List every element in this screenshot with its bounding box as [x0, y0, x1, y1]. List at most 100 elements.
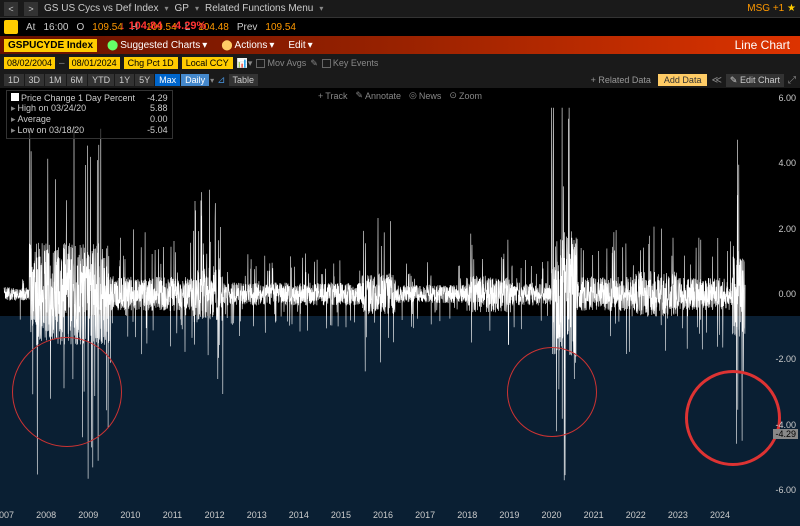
chevron-down-icon[interactable]: ▾	[164, 4, 168, 13]
annotate-label: Annotate	[365, 91, 401, 101]
actions-button[interactable]: ⬤Actions▾	[217, 39, 278, 52]
y-tick-label: 4.00	[778, 158, 796, 168]
edit-chart-button[interactable]: ✎ Edit Chart	[726, 74, 784, 87]
period-ytd[interactable]: YTD	[88, 74, 114, 86]
legend-avg-val: 0.00	[150, 114, 168, 125]
chart-svg	[0, 88, 760, 508]
chevron-down-icon[interactable]: ▾	[195, 4, 199, 13]
add-data-input[interactable]: Add Data	[658, 74, 708, 86]
x-tick-label: 2022	[626, 510, 646, 520]
legend-title-val: -4.29	[147, 93, 168, 103]
gp-label[interactable]: GP	[175, 3, 189, 14]
nav-forward-button[interactable]: >	[24, 2, 38, 16]
suggested-label: Suggested Charts	[120, 40, 200, 51]
x-tick-label: 2012	[205, 510, 225, 520]
news-label: News	[419, 91, 442, 101]
track-label: Track	[325, 91, 347, 101]
annotation-circle	[12, 337, 122, 447]
y-tick-label: -2.00	[775, 354, 796, 364]
period-1d[interactable]: 1D	[4, 74, 24, 86]
y-axis: 6.004.002.000.00-2.00-4.00-6.00-4.29	[760, 88, 800, 508]
x-axis: 2007200820092010201120122013201420152016…	[0, 508, 760, 526]
x-tick-label: 2007	[0, 510, 14, 520]
x-tick-label: 2023	[668, 510, 688, 520]
settings-bar: 08/02/2004 – 08/01/2024 Chg Pct 1D Local…	[0, 54, 800, 72]
last-price: ↓ 104.84 -4.29%	[120, 20, 206, 32]
x-tick-label: 2011	[163, 510, 182, 520]
msg-count: +1	[773, 3, 784, 14]
zoom-tool[interactable]: ⊙ Zoom	[449, 90, 482, 101]
currency-select[interactable]: Local CCY	[182, 57, 233, 69]
y-tick-label: 0.00	[778, 289, 796, 299]
x-tick-label: 2016	[373, 510, 393, 520]
related-functions-menu[interactable]: Related Functions Menu	[205, 3, 313, 14]
annotation-circle	[507, 347, 597, 437]
x-tick-label: 2021	[584, 510, 604, 520]
legend-low-val: -5.04	[147, 125, 168, 136]
x-tick-label: 2014	[289, 510, 309, 520]
edit-chart-label: Edit Chart	[740, 75, 780, 85]
legend-avg-label: Average	[18, 114, 51, 124]
suggested-charts-button[interactable]: ⬤Suggested Charts▾	[103, 39, 211, 52]
x-tick-label: 2008	[36, 510, 56, 520]
period-1m[interactable]: 1M	[45, 74, 66, 86]
line-style-icon[interactable]: ⊿	[215, 75, 227, 86]
quote-bar: At 16:00 O 109.54 H 109.54 L 104.48 Prev…	[0, 18, 800, 36]
change-value: -4.29%	[171, 20, 206, 32]
expand-icon[interactable]: ⤢	[788, 75, 796, 86]
period-5y[interactable]: 5Y	[135, 74, 154, 86]
chevron-down-icon[interactable]: ▾	[319, 4, 323, 13]
period-max[interactable]: Max	[155, 74, 180, 86]
date-to-input[interactable]: 08/01/2024	[69, 57, 120, 69]
y-tick-label: 2.00	[778, 224, 796, 234]
change-type-select[interactable]: Chg Pct 1D	[124, 57, 178, 69]
x-tick-label: 2010	[120, 510, 140, 520]
instrument-icon	[4, 20, 18, 34]
pencil-icon[interactable]: ✎	[310, 58, 318, 69]
chart-tools: + Track ✎ Annotate ◎ News ⊙ Zoom	[318, 90, 482, 101]
x-tick-label: 2024	[710, 510, 730, 520]
open-value: 109.54	[92, 22, 123, 33]
chevron-left-icon[interactable]: ≪	[711, 75, 721, 86]
x-tick-label: 2017	[415, 510, 435, 520]
interval-select[interactable]: Daily	[181, 74, 209, 86]
at-label: At	[26, 22, 35, 33]
star-icon: ★	[787, 3, 796, 14]
mov-avgs-checkbox[interactable]: Mov Avgs	[256, 58, 306, 68]
current-value-marker: -4.29	[773, 429, 798, 439]
period-3d[interactable]: 3D	[25, 74, 45, 86]
legend-low-label: Low on 03/18/20	[18, 125, 85, 135]
checkbox-icon	[322, 59, 331, 68]
message-indicator[interactable]: MSG +1 ★	[747, 3, 796, 14]
related-data-button[interactable]: + Related Data	[588, 74, 654, 86]
edit-button[interactable]: Edit▾	[284, 39, 316, 52]
chart-type-icon[interactable]: 📊▾	[237, 58, 253, 69]
track-tool[interactable]: + Track	[318, 90, 347, 101]
msg-label: MSG	[747, 3, 770, 14]
news-tool[interactable]: ◎ News	[409, 90, 441, 101]
legend-high-val: 5.88	[150, 103, 168, 114]
date-from-input[interactable]: 08/02/2004	[4, 57, 55, 69]
period-bar: 1D3D1M6MYTD1Y5YMax Daily ▾ ⊿ Table + Rel…	[0, 72, 800, 88]
x-tick-label: 2019	[499, 510, 519, 520]
chart-area[interactable]: + Track ✎ Annotate ◎ News ⊙ Zoom Price C…	[0, 88, 800, 526]
x-tick-label: 2015	[331, 510, 351, 520]
period-1y[interactable]: 1Y	[115, 74, 134, 86]
table-button[interactable]: Table	[229, 74, 259, 86]
quote-time: 16:00	[43, 22, 68, 33]
price-value: 104.84	[129, 20, 163, 32]
nav-back-button[interactable]: <	[4, 2, 18, 16]
key-events-checkbox[interactable]: Key Events	[322, 58, 379, 68]
x-tick-label: 2020	[542, 510, 562, 520]
zoom-label: Zoom	[459, 91, 482, 101]
annotate-tool[interactable]: ✎ Annotate	[355, 90, 401, 101]
legend-high-label: High on 03/24/20	[18, 103, 87, 113]
edit-label: Edit	[288, 40, 305, 51]
period-6m[interactable]: 6M	[67, 74, 88, 86]
chevron-down-icon[interactable]: ▾	[210, 76, 214, 85]
checkbox-icon	[256, 59, 265, 68]
top-bar: < > GS US Cycs vs Def Index ▾ GP ▾ Relat…	[0, 0, 800, 18]
y-tick-label: -6.00	[775, 485, 796, 495]
x-tick-label: 2009	[78, 510, 98, 520]
ticker-input[interactable]: GSPUCYDE Index	[4, 39, 97, 52]
